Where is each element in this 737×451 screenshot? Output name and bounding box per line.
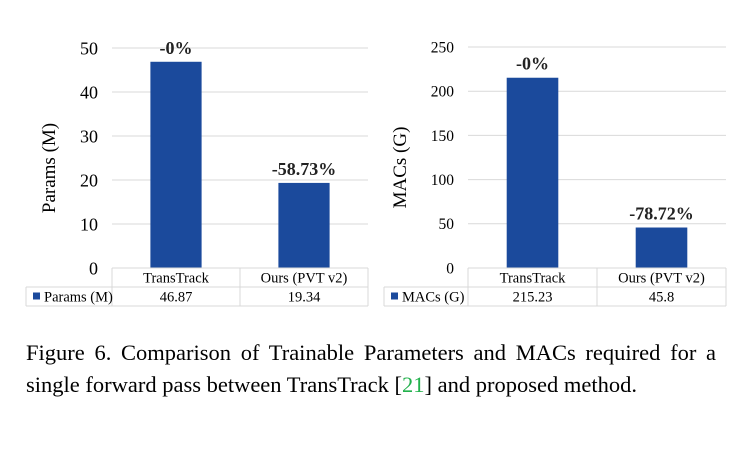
chart2-y-tick-label: 250 — [431, 39, 455, 56]
chart1-legend-swatch — [33, 292, 40, 300]
chart1-y-tick-label: 50 — [80, 38, 98, 58]
chart1-table-value-2: 19.34 — [288, 290, 321, 306]
chart2-bar-annotation-2: -78.72% — [629, 204, 694, 224]
chart1-bar-2 — [278, 182, 330, 268]
citation-link[interactable]: 21 — [402, 372, 425, 397]
figure-charts: 0 10 20 30 40 50 Params (M) -0% -58.73% TransTrac… — [25, 38, 727, 307]
caption-label: Figure 6. — [26, 340, 112, 365]
chart1-table-value-1: 46.87 — [160, 290, 193, 306]
chart1-category-label-2: Ours (PVT v2) — [261, 271, 348, 287]
caption-text-before: Comparison of Trainable Parameters and M… — [26, 340, 716, 397]
chart2-y-tick-label: 0 — [446, 260, 454, 277]
chart2-table-value-1: 215.23 — [513, 290, 553, 306]
chart2-y-axis-label: MACs (G) — [390, 127, 411, 209]
chart2-bar-2 — [635, 227, 688, 268]
chart2-y-tick-label: 200 — [431, 84, 455, 101]
chart1-y-tick-label: 20 — [80, 170, 98, 190]
chart1-y-tick-label: 30 — [80, 126, 98, 146]
chart2-y-tick-label: 150 — [431, 128, 455, 145]
chart1-y-axis-label: Params (M) — [39, 123, 60, 213]
chart2-y-tick-label: 100 — [431, 172, 455, 189]
chart2-legend-label: MACs (G) — [402, 290, 465, 306]
chart2-legend-swatch — [391, 292, 398, 300]
chart1-category-label-1: TransTrack — [143, 271, 210, 287]
chart2-category-label-2: Ours (PVT v2) — [618, 271, 705, 287]
caption-text-after: ] and proposed method. — [424, 372, 637, 397]
chart2-bar-1 — [506, 77, 559, 268]
chart2-category-label-1: TransTrack — [500, 271, 567, 287]
chart1-bar-annotation-2: -58.73% — [272, 159, 337, 179]
figure-caption: Figure 6. Comparison of Trainable Parame… — [26, 337, 716, 401]
chart1-bar-1 — [150, 61, 202, 268]
chart1-y-tick-label: 10 — [80, 214, 98, 234]
chart2-table-value-2: 45.8 — [649, 290, 674, 306]
chart2-y-tick-label: 50 — [439, 216, 455, 233]
chart1-y-tick-label: 0 — [89, 258, 98, 278]
chart1-bar-annotation-1: -0% — [160, 38, 193, 58]
chart2-bar-annotation-1: -0% — [516, 54, 549, 74]
chart1-legend-label: Params (M) — [44, 290, 113, 306]
chart1-y-tick-label: 40 — [80, 82, 98, 102]
